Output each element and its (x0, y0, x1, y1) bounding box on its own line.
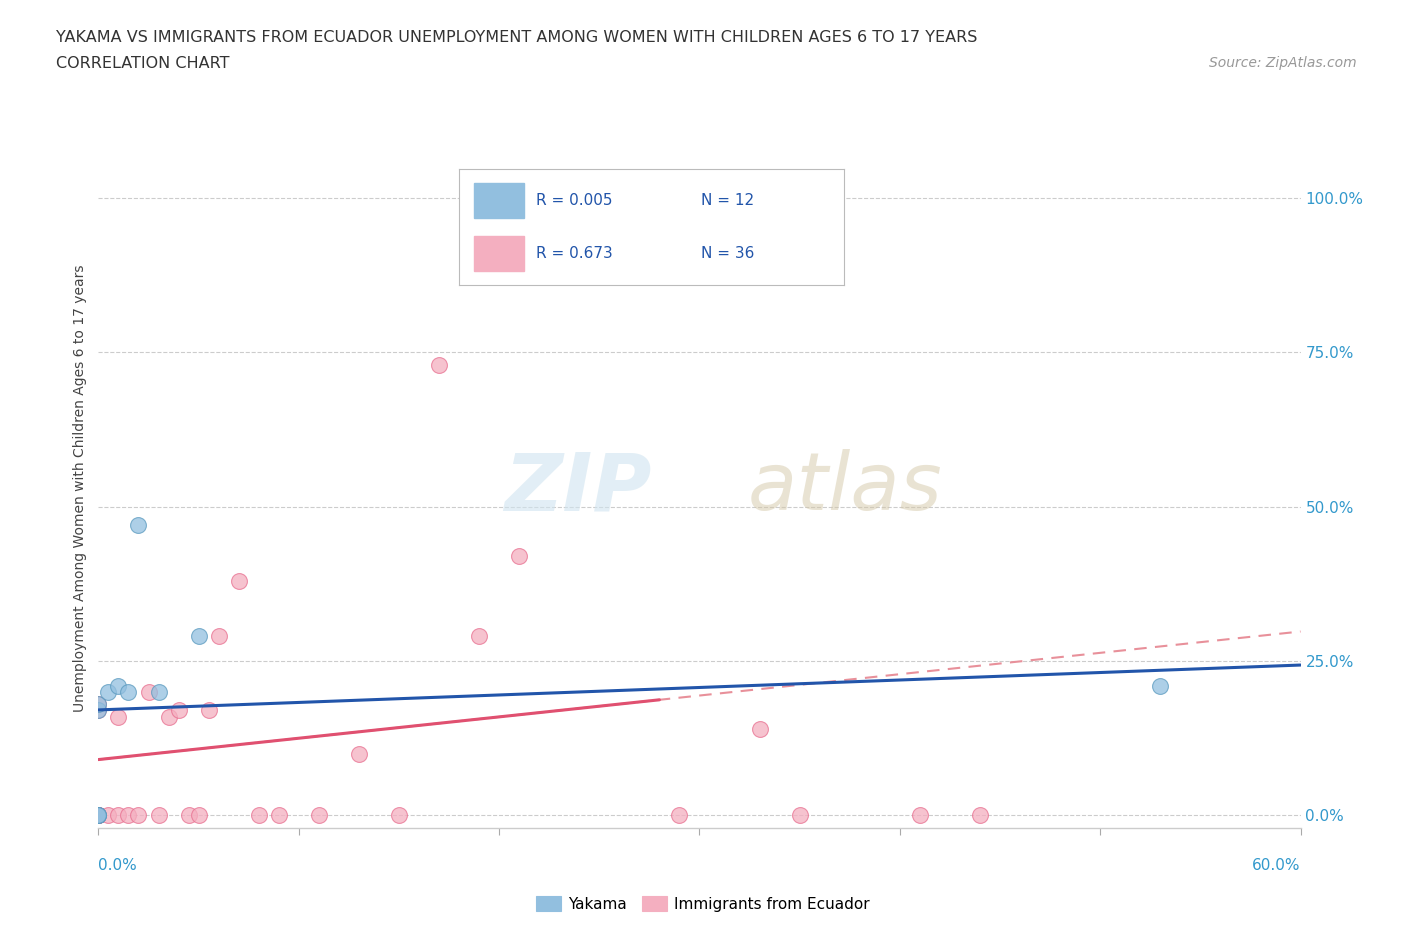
Point (247, 808, 270, 823)
Legend: Yakama, Immigrants from Ecuador: Yakama, Immigrants from Ecuador (530, 890, 876, 918)
Point (97, 684, 120, 699)
Point (107, 808, 129, 823)
Point (157, 710, 180, 724)
Point (87, 808, 110, 823)
Point (107, 678, 129, 693)
Point (969, 808, 991, 823)
Point (628, 209, 651, 224)
Point (167, 703, 190, 718)
Point (908, 808, 931, 823)
Point (148, 684, 170, 699)
Point (187, 808, 209, 823)
Point (87, 808, 110, 823)
Point (308, 808, 330, 823)
Point (267, 808, 290, 823)
Point (228, 574, 250, 589)
Point (1149, 678, 1171, 693)
Text: atlas: atlas (748, 449, 942, 527)
Text: YAKAMA VS IMMIGRANTS FROM ECUADOR UNEMPLOYMENT AMONG WOMEN WITH CHILDREN AGES 6 : YAKAMA VS IMMIGRANTS FROM ECUADOR UNEMPL… (56, 30, 977, 45)
Point (97, 808, 120, 823)
Text: 0.0%: 0.0% (98, 857, 138, 872)
Point (87, 697, 110, 711)
Point (87, 703, 110, 718)
Point (208, 629, 231, 644)
Point (87, 808, 110, 823)
Point (128, 518, 150, 533)
Point (668, 808, 690, 823)
Point (87, 808, 110, 823)
Point (87, 808, 110, 823)
Point (427, 357, 450, 372)
Point (87, 703, 110, 718)
Text: ZIP: ZIP (503, 449, 651, 527)
Point (117, 684, 139, 699)
Point (148, 808, 170, 823)
Point (87, 808, 110, 823)
Point (197, 703, 219, 718)
Point (128, 808, 150, 823)
Point (347, 746, 370, 761)
Point (87, 808, 110, 823)
Point (177, 808, 200, 823)
Point (117, 808, 139, 823)
Point (187, 629, 209, 644)
Point (138, 684, 160, 699)
Text: Source: ZipAtlas.com: Source: ZipAtlas.com (1209, 56, 1357, 70)
Y-axis label: Unemployment Among Women with Children Ages 6 to 17 years: Unemployment Among Women with Children A… (73, 264, 87, 712)
Text: CORRELATION CHART: CORRELATION CHART (56, 56, 229, 71)
Point (87, 697, 110, 711)
Point (748, 722, 770, 737)
Point (468, 629, 491, 644)
Point (107, 710, 129, 724)
Point (87, 808, 110, 823)
Text: 60.0%: 60.0% (1253, 857, 1301, 872)
Point (388, 808, 411, 823)
Point (789, 808, 811, 823)
Point (508, 549, 530, 564)
Point (87, 808, 110, 823)
